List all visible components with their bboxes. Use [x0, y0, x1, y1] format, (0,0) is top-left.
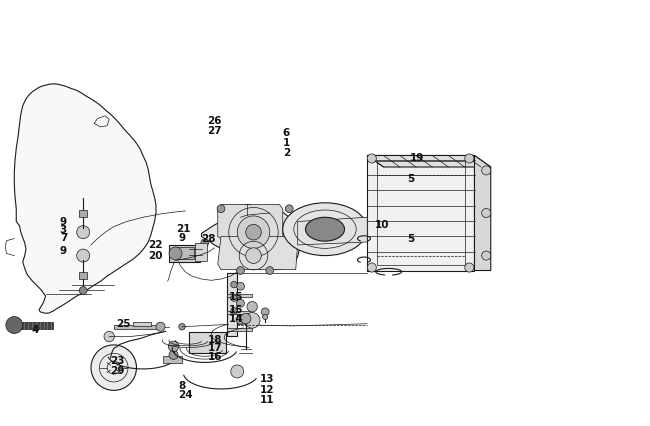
Text: 10: 10	[374, 220, 389, 230]
Circle shape	[237, 216, 270, 248]
Circle shape	[261, 308, 269, 316]
Text: 11: 11	[260, 395, 274, 406]
Circle shape	[465, 154, 474, 163]
Text: 4: 4	[31, 325, 38, 335]
Text: 27: 27	[207, 126, 221, 136]
Bar	[227, 273, 237, 336]
Text: 23: 23	[111, 356, 125, 366]
Text: 7: 7	[60, 233, 67, 243]
Circle shape	[482, 251, 491, 260]
Bar	[195, 243, 207, 261]
Text: 5: 5	[408, 174, 415, 184]
Text: 18: 18	[208, 335, 222, 345]
Bar	[79, 210, 87, 217]
Circle shape	[6, 317, 23, 334]
Bar	[162, 356, 182, 363]
Bar	[188, 332, 226, 353]
Circle shape	[367, 263, 376, 272]
Text: 15: 15	[229, 305, 243, 315]
Circle shape	[231, 365, 244, 378]
Circle shape	[266, 267, 274, 274]
Circle shape	[231, 295, 237, 302]
Text: 12: 12	[260, 385, 274, 395]
Text: 9: 9	[60, 246, 67, 256]
Circle shape	[104, 331, 114, 342]
Circle shape	[247, 302, 257, 312]
Circle shape	[231, 281, 237, 288]
Text: 9: 9	[178, 233, 185, 243]
Polygon shape	[202, 206, 300, 270]
Bar	[227, 311, 252, 314]
Text: 25: 25	[116, 319, 130, 329]
Circle shape	[367, 154, 376, 163]
Bar	[377, 161, 465, 265]
Circle shape	[79, 287, 87, 294]
Polygon shape	[218, 236, 298, 270]
Circle shape	[77, 226, 90, 239]
Text: 21: 21	[176, 224, 190, 234]
Text: 16: 16	[208, 352, 222, 362]
Circle shape	[285, 205, 293, 213]
Circle shape	[237, 317, 244, 324]
Text: 14: 14	[229, 314, 243, 324]
Polygon shape	[298, 217, 367, 245]
Text: 1: 1	[283, 138, 290, 148]
Text: 29: 29	[111, 366, 125, 376]
Circle shape	[482, 208, 491, 218]
Circle shape	[201, 239, 209, 247]
Ellipse shape	[283, 203, 367, 256]
Text: 9: 9	[60, 216, 67, 227]
Bar	[169, 245, 200, 262]
Text: 24: 24	[178, 390, 193, 400]
Circle shape	[295, 239, 303, 247]
Circle shape	[77, 249, 90, 262]
Bar	[79, 272, 87, 279]
Circle shape	[179, 323, 185, 330]
Text: 15: 15	[229, 292, 243, 302]
Circle shape	[263, 314, 268, 320]
Circle shape	[244, 313, 260, 328]
Bar	[227, 294, 252, 297]
Bar	[227, 328, 252, 331]
Bar	[174, 247, 194, 259]
Text: 5: 5	[408, 233, 415, 244]
Ellipse shape	[306, 217, 345, 241]
Text: 19: 19	[410, 153, 424, 163]
Polygon shape	[14, 322, 53, 329]
Text: 20: 20	[148, 250, 162, 261]
Circle shape	[231, 308, 237, 314]
Circle shape	[156, 322, 165, 331]
Text: 22: 22	[148, 240, 162, 250]
Text: 13: 13	[260, 374, 274, 384]
Text: 6: 6	[283, 128, 290, 138]
Circle shape	[217, 205, 225, 213]
Text: 17: 17	[208, 343, 222, 354]
Circle shape	[465, 263, 474, 272]
Circle shape	[169, 350, 178, 360]
Text: 3: 3	[60, 225, 67, 235]
Bar	[114, 325, 161, 329]
Circle shape	[482, 166, 491, 175]
Text: 28: 28	[202, 233, 216, 244]
Polygon shape	[474, 155, 491, 271]
Text: 26: 26	[207, 116, 221, 127]
Polygon shape	[218, 204, 283, 239]
Circle shape	[237, 299, 244, 307]
Text: 2: 2	[283, 148, 290, 158]
Text: 8: 8	[178, 380, 185, 391]
Circle shape	[246, 248, 261, 263]
Circle shape	[91, 345, 136, 390]
Polygon shape	[367, 155, 491, 167]
Polygon shape	[14, 84, 156, 313]
Circle shape	[168, 341, 179, 351]
Circle shape	[246, 225, 261, 240]
Bar	[367, 155, 474, 271]
Circle shape	[169, 247, 182, 260]
Circle shape	[237, 282, 244, 290]
Circle shape	[240, 314, 251, 324]
Circle shape	[237, 267, 244, 274]
Bar	[133, 322, 151, 326]
